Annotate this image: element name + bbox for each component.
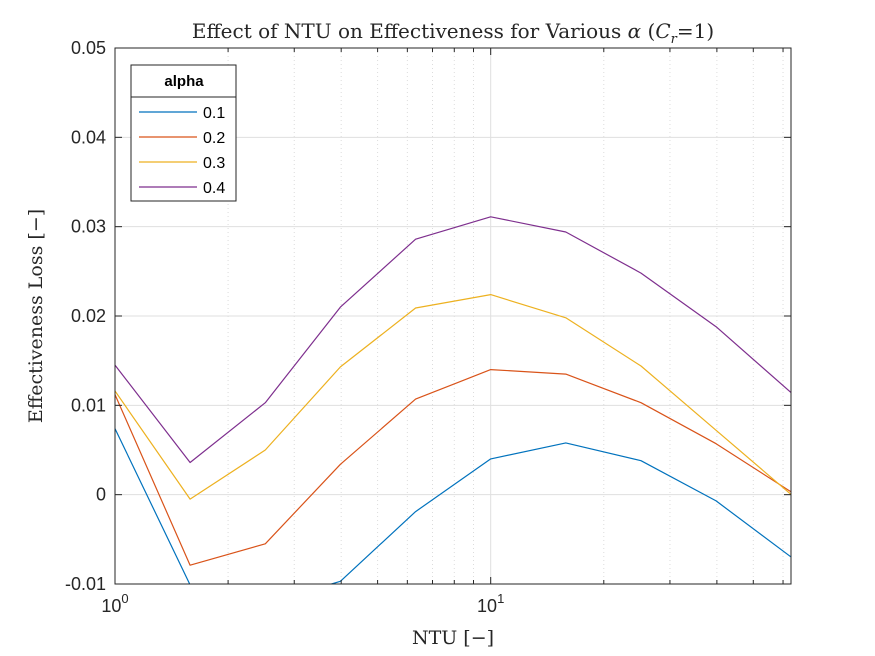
x-tick-label: 101 [477,591,504,616]
legend-label: 0.3 [203,155,225,172]
y-tick-label: 0.04 [71,127,106,147]
y-axis-label: Effectiveness Loss [−] [25,209,47,423]
legend-label: 0.1 [203,105,225,122]
legend-box [130,64,237,202]
legend: alpha 0.1 0.2 0.3 0.4 [130,64,237,202]
y-tick-label: -0.01 [65,574,106,594]
axis-ticks: -0.01 0 0.01 0.02 0.03 0.04 0.05 100 101 [65,38,791,616]
series-lines [115,216,791,584]
x-axis-label: NTU [−] [412,627,494,649]
y-tick-label: 0 [96,485,106,505]
y-tick-label: 0.03 [71,217,106,237]
chart-title: Effect of NTU on Effectiveness for Vario… [192,19,714,47]
series-line-0.3 [115,294,791,500]
series-line-0.1 [115,428,791,584]
legend-label: 0.2 [203,130,225,147]
legend-items: 0.1 0.2 0.3 0.4 [139,105,225,197]
series-line-0.4 [115,216,791,464]
y-tick-label: 0.01 [71,395,106,415]
y-tick-label: 0.02 [71,306,106,326]
x-tick-label: 100 [101,591,128,616]
series-line-0.2 [115,369,791,566]
legend-label: 0.4 [203,180,225,197]
legend-title: alpha [164,73,204,90]
y-tick-label: 0.05 [71,38,106,58]
